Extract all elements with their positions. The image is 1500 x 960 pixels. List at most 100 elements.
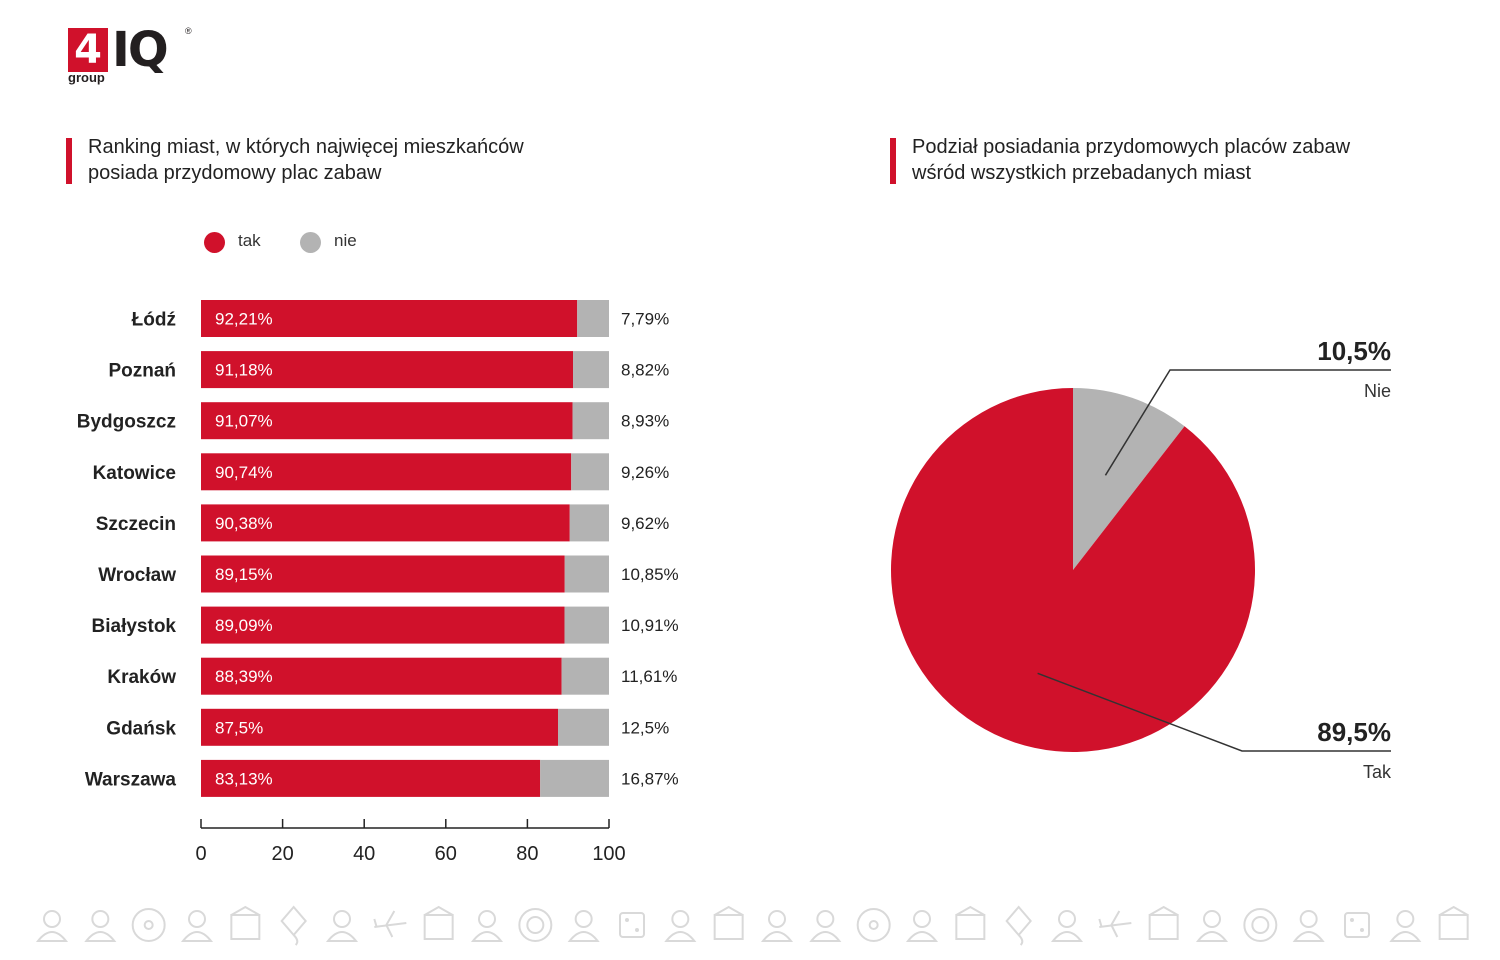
data-label-nie: 10,91%: [621, 616, 679, 635]
data-label-tak: 91,07%: [215, 412, 273, 431]
bar-nie: [572, 402, 609, 440]
bar-tak: [201, 606, 565, 644]
bar-row: Wrocław 89,15% 10,85%: [98, 555, 679, 593]
palette-icon: [567, 910, 600, 942]
dinosaur-icon: [905, 910, 939, 942]
data-label-nie: 9,26%: [621, 463, 669, 482]
xylophone-icon: [1148, 905, 1179, 940]
bar-tak: [201, 708, 558, 746]
bar-chart-title: Ranking miast, w których najwięcej miesz…: [66, 134, 586, 190]
x-tick-label: 40: [353, 843, 375, 865]
bar-tak: [201, 759, 541, 797]
bar-nie: [540, 759, 609, 797]
category-label: Kraków: [107, 667, 176, 688]
title-accent-bar: [66, 138, 72, 184]
ball-icon: [131, 908, 166, 942]
data-label-tak: 90,38%: [215, 514, 273, 533]
city-ranking-bar-chart: Łódź 92,21% 7,79% Poznań 91,18% 8,82% Bydgoszc…: [77, 300, 679, 865]
kite-icon: [280, 905, 307, 946]
pie-leader-line: [1104, 369, 1391, 476]
plane-icon: [373, 910, 407, 938]
x-tick-label: 0: [195, 843, 206, 865]
x-tick-label: 20: [271, 843, 293, 865]
logo-letters: IQ: [112, 22, 169, 78]
legend-label-tak: tak: [238, 231, 261, 250]
x-tick-label: 100: [592, 843, 625, 865]
teddy-bear-icon: [809, 910, 842, 942]
bar-nie: [573, 351, 609, 389]
boomerang-icon: [470, 910, 504, 942]
bar-nie: [564, 606, 609, 644]
category-label: Gdańsk: [106, 718, 176, 739]
dinosaur-icon: [180, 910, 214, 942]
bar-tak: [201, 504, 570, 542]
data-label-tak: 89,15%: [215, 565, 273, 584]
pie-chart-title-line1: Podział posiadania przydomowych placów z…: [912, 136, 1351, 158]
data-label-nie: 16,87%: [621, 769, 679, 788]
ball-icon: [856, 908, 891, 942]
pie-name-label: Nie: [1364, 381, 1391, 401]
pie-value-label: 10,5%: [1317, 336, 1391, 366]
bar-row: Kraków 88,39% 11,61%: [107, 657, 677, 695]
bar-row: Katowice 90,74% 9,26%: [93, 453, 669, 491]
rocking-horse-icon: [35, 910, 69, 942]
data-label-nie: 9,62%: [621, 514, 669, 533]
sand-bucket-icon: [1438, 905, 1469, 940]
category-label: Łódź: [132, 310, 176, 331]
logo-group-text: group: [68, 70, 105, 85]
bar-chart-title-line1: Ranking miast, w których najwięcej miesz…: [88, 136, 524, 158]
bar-row: Warszawa 83,13% 16,87%: [85, 759, 679, 797]
bar-chart-title-line2: posiada przydomowy plac zabaw: [88, 162, 382, 184]
data-label-nie: 11,61%: [621, 667, 677, 686]
category-label: Katowice: [93, 463, 176, 484]
bar-nie: [558, 708, 609, 746]
target-icon: [518, 908, 553, 942]
company-logo: 4 IQ group ®: [64, 22, 194, 86]
bar-tak: [201, 402, 573, 440]
bar-nie: [561, 657, 609, 695]
kite-icon: [1005, 905, 1032, 946]
category-label: Bydgoszcz: [77, 412, 176, 433]
bar-nie: [569, 504, 609, 542]
category-label: Wrocław: [98, 565, 176, 586]
chess-icon: [664, 910, 697, 942]
pie-slice-nie: [1073, 388, 1185, 570]
bar-tak: [201, 453, 572, 491]
bar-nie: [577, 300, 609, 337]
legend-swatch-nie: [300, 232, 321, 253]
data-label-tak: 88,39%: [215, 667, 273, 686]
bar-tak: [201, 657, 562, 695]
chess-icon: [1389, 910, 1422, 942]
bar-row: Bydgoszcz 91,07% 8,93%: [77, 402, 669, 440]
category-label: Białystok: [92, 616, 177, 637]
bar-tak: [201, 351, 574, 389]
pie-chart-title: Podział posiadania przydomowych placów z…: [890, 134, 1450, 190]
rocking-horse-icon: [760, 910, 794, 942]
sand-bucket-icon: [713, 905, 744, 940]
data-label-nie: 7,79%: [621, 310, 669, 329]
data-label-tak: 87,5%: [215, 718, 263, 737]
bar-row: Białystok 89,09% 10,91%: [92, 606, 679, 644]
boomerang-icon: [1195, 910, 1229, 942]
teddy-bear-icon: [84, 910, 117, 942]
dice-icon: [1344, 912, 1370, 938]
data-label-tak: 90,74%: [215, 463, 273, 482]
bar-tak: [201, 300, 578, 337]
duck-icon: [1050, 910, 1084, 942]
category-label: Warszawa: [85, 769, 177, 790]
logo-number: 4: [68, 28, 108, 72]
bar-tak: [201, 555, 565, 593]
bar-row: Szczecin 90,38% 9,62%: [96, 504, 669, 542]
data-label-tak: 92,21%: [215, 310, 273, 329]
plane-icon: [1098, 910, 1132, 938]
data-label-nie: 12,5%: [621, 718, 669, 737]
target-icon: [1243, 908, 1278, 942]
bar-row: Gdańsk 87,5% 12,5%: [106, 708, 669, 746]
legend-swatch-tak: [204, 232, 225, 253]
duck-icon: [325, 910, 359, 942]
category-label: Szczecin: [96, 514, 176, 535]
title-accent-bar: [890, 138, 896, 184]
logo-registered-mark: ®: [185, 26, 192, 36]
castle-icon: [955, 905, 986, 940]
dice-icon: [619, 912, 645, 938]
